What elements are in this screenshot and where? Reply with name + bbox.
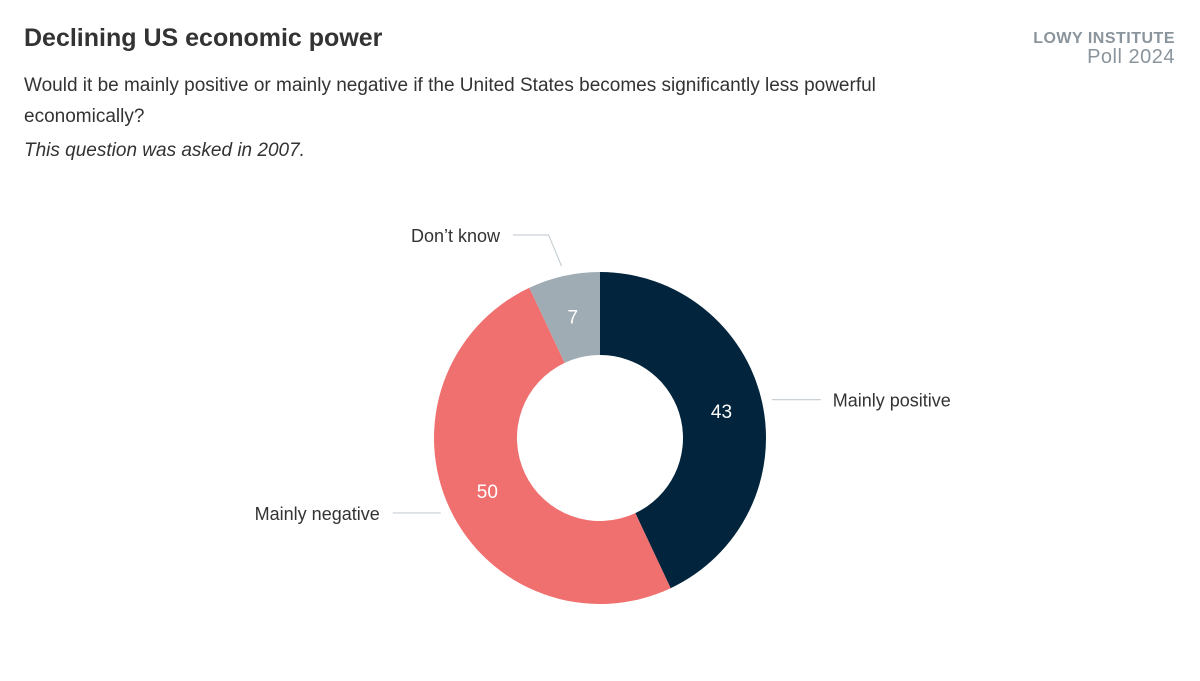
value-label-don-t-know: 7 (568, 307, 579, 328)
slice-don-t-know (529, 272, 600, 363)
chart-title: Declining US economic power (24, 24, 383, 52)
chart-note: This question was asked in 2007. (24, 140, 305, 161)
logo-line-2: Poll 2024 (1087, 46, 1175, 68)
slice-mainly-negative (433, 287, 671, 604)
lowy-institute-logo: LOWY INSTITUTE Poll 2024 (1033, 30, 1175, 68)
logo-line-1: LOWY INSTITUTE (1033, 30, 1175, 47)
chart-subtitle: Would it be mainly positive or mainly ne… (24, 75, 876, 127)
leader-line-don-t-know (513, 234, 563, 267)
value-label-mainly-positive: 43 (711, 402, 732, 423)
category-label-mainly-positive: Mainly positive (833, 391, 951, 411)
category-label-mainly-negative: Mainly negative (255, 504, 380, 524)
category-label-don-t-know: Don’t know (411, 226, 501, 246)
slice-mainly-positive (600, 272, 766, 589)
value-label-mainly-negative: 50 (477, 482, 498, 503)
